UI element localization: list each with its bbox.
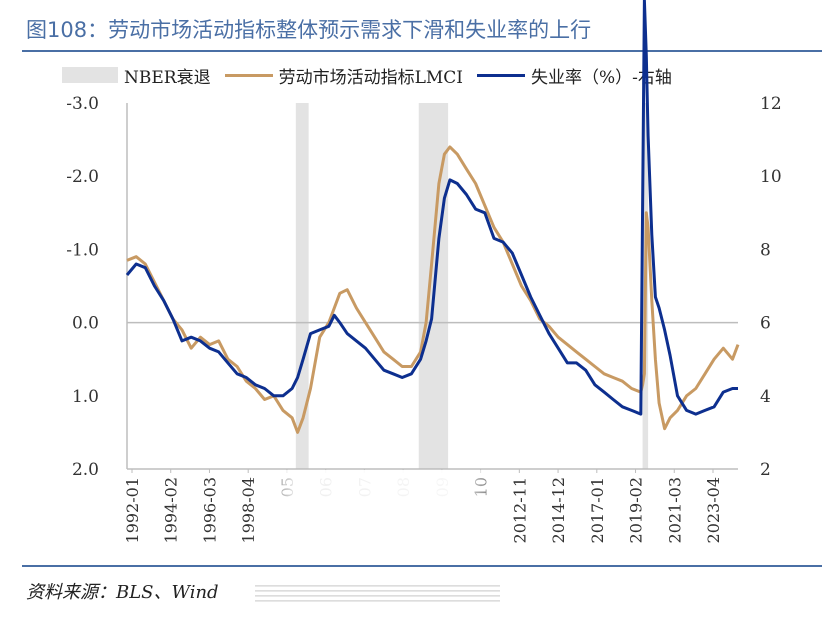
- left-tick-label: -1.0: [66, 240, 99, 260]
- blurred-source-area: [255, 582, 500, 602]
- right-tick-label: 6: [760, 314, 771, 334]
- lmci-line: [126, 145, 740, 434]
- legend-unemp: 失业率（%）-右轴: [477, 63, 672, 88]
- left-tick-label: 2.0: [72, 460, 99, 480]
- x-tick-label: 1994-02: [162, 477, 181, 543]
- legend-unemp-swatch: [477, 73, 525, 77]
- source-rule: [22, 565, 822, 567]
- legend-recession: NBER衰退: [62, 63, 211, 88]
- left-tick-label: -3.0: [66, 94, 99, 114]
- legend-lmci-label: 劳动市场活动指标LMCI: [278, 67, 463, 88]
- legend-unemp-label: 失业率（%）-右轴: [531, 67, 672, 88]
- legend-lmci: 劳动市场活动指标LMCI: [224, 63, 463, 88]
- right-tick-label: 10: [760, 167, 782, 187]
- x-tick-label: 2012-11: [510, 477, 529, 543]
- right-tick-label: 12: [760, 94, 782, 114]
- legend: NBER衰退 劳动市场活动指标LMCI 失业率（%）-右轴: [62, 63, 686, 88]
- right-tick-label: 4: [760, 387, 771, 407]
- left-tick-label: -2.0: [66, 167, 99, 187]
- left-tick-label: 1.0: [72, 387, 99, 407]
- left-tick-label: 0.0: [72, 314, 99, 334]
- right-tick-label: 8: [760, 240, 771, 260]
- x-tick-label: 2019-02: [627, 477, 646, 543]
- title-rule: [22, 50, 822, 52]
- x-tick-label: 1992-01: [123, 477, 142, 543]
- recession-band-1: [295, 103, 309, 469]
- unemployment-line: [125, 0, 738, 416]
- x-tick-label: 2017-01: [588, 477, 607, 543]
- x-tick-label: 2023-04: [704, 477, 723, 543]
- x-tick-label: 2021-03: [665, 477, 684, 543]
- x-tick-label: 1996-03: [200, 477, 219, 543]
- chart-title: 图108：劳动市场活动指标整体预示需求下滑和失业率的上行: [26, 18, 592, 42]
- legend-recession-swatch: [62, 67, 118, 83]
- x-tick-label: 2014-12: [549, 477, 568, 543]
- source-note: 资料来源：BLS、Wind: [26, 582, 219, 603]
- legend-recession-label: NBER衰退: [124, 67, 211, 88]
- right-tick-label: 2: [760, 460, 771, 480]
- legend-lmci-swatch: [224, 73, 273, 77]
